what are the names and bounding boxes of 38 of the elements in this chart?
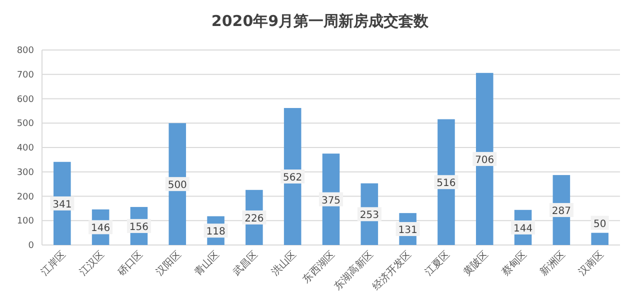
- data-label: 144: [513, 223, 533, 234]
- y-tick-label: 400: [16, 144, 34, 154]
- y-tick-label: 500: [16, 119, 34, 130]
- data-label: 146: [91, 223, 110, 234]
- bar: [591, 232, 608, 245]
- x-tick-label: 黄陂区: [461, 248, 491, 278]
- x-tick-label: 青山区: [192, 248, 222, 278]
- x-tick-label: 硚口区: [114, 248, 146, 280]
- x-tick-label: 新洲区: [538, 248, 568, 278]
- data-label: 341: [52, 199, 72, 210]
- x-tick-label: 江夏区: [422, 248, 452, 278]
- data-label: 50: [593, 218, 606, 230]
- data-label: 706: [475, 154, 494, 166]
- data-label: 287: [552, 206, 571, 218]
- data-label: 118: [206, 226, 226, 238]
- x-tick-label: 汉南区: [576, 248, 606, 278]
- data-label: 156: [129, 222, 149, 233]
- data-label: 131: [398, 225, 418, 236]
- x-tick-label: 蔡甸区: [499, 248, 530, 278]
- y-tick-label: 600: [16, 94, 34, 105]
- y-tick-label: 200: [16, 192, 34, 202]
- x-tick-label: 江汉区: [76, 248, 107, 278]
- y-tick-label: 700: [16, 70, 34, 80]
- data-label: 500: [168, 180, 187, 192]
- data-label: 562: [283, 172, 302, 184]
- y-tick-label: 0: [28, 241, 34, 251]
- x-tick-label: 江岸区: [38, 248, 68, 278]
- chart-title: 2020年9月第一周新房成交套数: [211, 12, 430, 30]
- data-label: 375: [321, 195, 341, 206]
- y-tick-label: 100: [16, 216, 34, 227]
- data-label: 226: [244, 213, 264, 224]
- x-tick-label: 武昌区: [230, 248, 260, 278]
- data-label: 516: [436, 178, 456, 190]
- x-tick-label: 汉阳区: [154, 248, 184, 278]
- y-tick-label: 300: [16, 168, 34, 178]
- y-tick-label: 800: [16, 46, 34, 56]
- data-label: 253: [360, 210, 379, 222]
- x-tick-label: 洪山区: [269, 248, 299, 278]
